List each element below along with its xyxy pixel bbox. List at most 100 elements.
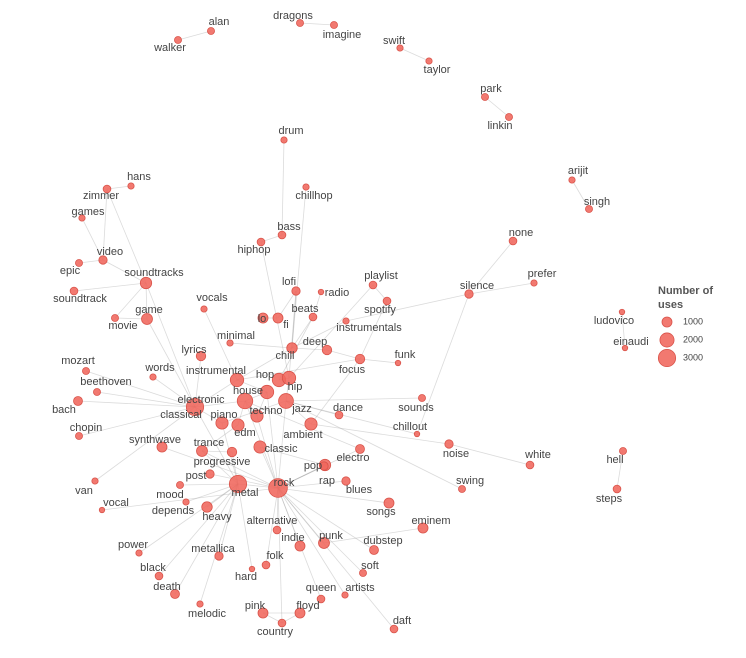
edge [85, 370, 196, 408]
node-label: queen [306, 582, 337, 594]
node [182, 498, 190, 506]
edge [448, 443, 531, 466]
node [330, 21, 338, 29]
edge [73, 282, 147, 292]
edge [399, 47, 430, 62]
node [226, 339, 234, 347]
edge [291, 320, 347, 349]
node-label: linkin [487, 120, 512, 132]
node-label: chillhop [295, 190, 332, 202]
node [369, 545, 379, 555]
node-label: swing [456, 475, 484, 487]
node [359, 569, 367, 577]
edge [291, 186, 307, 349]
node-label: vocals [196, 292, 228, 304]
edge [299, 22, 335, 26]
node [341, 476, 351, 486]
node [231, 418, 245, 432]
node [368, 280, 378, 290]
edge [277, 487, 390, 504]
node [508, 236, 518, 246]
node-label: progressive [194, 456, 251, 468]
node-label: metal [232, 487, 259, 499]
node-label: hell [606, 454, 623, 466]
edge [345, 293, 470, 322]
node [505, 113, 513, 121]
node-label: blues [346, 484, 373, 496]
node [308, 312, 318, 322]
edge [145, 282, 196, 408]
node-label: mood [156, 489, 184, 501]
edge [277, 487, 325, 544]
node [174, 36, 182, 44]
node [418, 394, 426, 402]
edge [291, 290, 297, 349]
node [228, 474, 248, 494]
node [619, 447, 627, 455]
node-label: dragons [273, 10, 313, 22]
node [127, 182, 135, 190]
edge [277, 400, 287, 489]
node-label: bass [277, 221, 301, 233]
node [257, 312, 269, 324]
node [248, 565, 256, 573]
node [355, 444, 365, 454]
node-label: songs [366, 506, 396, 518]
node-label: focus [339, 364, 366, 376]
node [417, 522, 429, 534]
node [294, 540, 306, 552]
edge [484, 96, 510, 118]
nodes: alan walker dragons imagine swift taylor park l… [52, 10, 649, 638]
node [568, 176, 576, 184]
node [354, 353, 366, 365]
node-label: pink [245, 600, 266, 612]
edge [285, 397, 423, 402]
node-label: classic [264, 443, 298, 455]
edge [237, 483, 253, 570]
node [317, 288, 325, 296]
node [149, 373, 157, 381]
node-label: house [233, 385, 263, 397]
node [215, 416, 229, 430]
edge [285, 400, 463, 490]
node-label: fi [283, 319, 289, 331]
node [277, 618, 287, 628]
edge [288, 284, 374, 379]
edge [201, 450, 279, 489]
node [259, 384, 275, 400]
node [341, 591, 349, 599]
node-label: video [97, 246, 123, 258]
edge [106, 188, 147, 284]
edge [621, 311, 626, 349]
node [458, 485, 466, 493]
node-label: soundtracks [124, 267, 184, 279]
node-label: ludovico [594, 315, 634, 327]
node [294, 607, 306, 619]
node [413, 430, 421, 438]
node-label: van [75, 485, 93, 497]
node-label: vocal [103, 497, 129, 509]
node-label: artists [345, 582, 375, 594]
edge [277, 290, 297, 319]
node [342, 317, 350, 325]
edge [277, 487, 375, 551]
node-label: movie [108, 320, 137, 332]
node [200, 305, 208, 313]
edge [77, 400, 196, 408]
node [291, 286, 301, 296]
edge [277, 487, 346, 596]
node-label: metallica [191, 543, 235, 555]
node-label: hop [256, 369, 274, 381]
edge [236, 358, 361, 381]
edge [266, 391, 279, 489]
edge [291, 316, 314, 349]
edge [323, 527, 424, 544]
node [530, 279, 538, 287]
node [207, 27, 215, 35]
node [185, 397, 205, 417]
node-label: chill [276, 350, 295, 362]
node-label: silence [460, 280, 494, 292]
node [302, 183, 310, 191]
edge [260, 241, 290, 379]
